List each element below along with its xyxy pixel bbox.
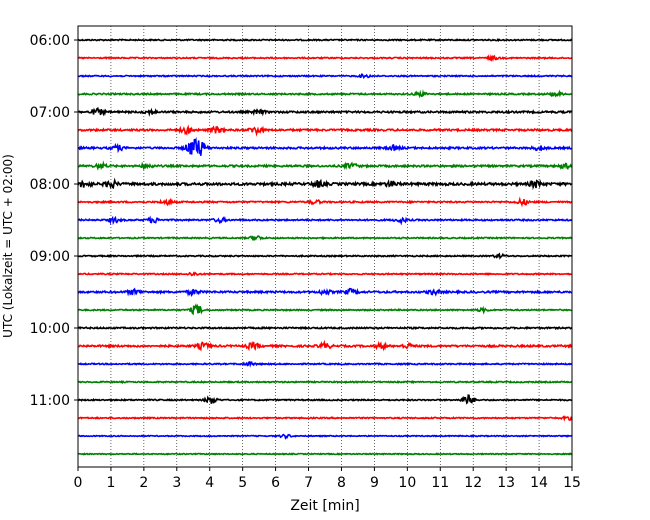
y-tick-label: 08:00 xyxy=(30,177,70,193)
y-tick-label: 07:00 xyxy=(30,105,70,121)
trace-1145 xyxy=(77,452,573,456)
trace-1000 xyxy=(77,325,573,331)
trace-0830 xyxy=(77,215,573,226)
trace-0745 xyxy=(77,160,573,171)
trace-1030 xyxy=(77,360,573,368)
trace-1130 xyxy=(77,433,573,440)
x-tick-label: 8 xyxy=(337,475,346,491)
trace-0930 xyxy=(77,287,573,297)
trace-0845 xyxy=(77,235,573,242)
x-tick-label: 14 xyxy=(530,475,548,491)
x-tick-label: 9 xyxy=(370,475,379,491)
trace-0800 xyxy=(77,177,573,191)
trace-0715 xyxy=(77,124,573,137)
x-tick-label: 11 xyxy=(431,475,449,491)
y-tick-label: 11:00 xyxy=(30,393,70,409)
trace-0600 xyxy=(77,37,573,43)
y-tick-label: 09:00 xyxy=(30,249,70,265)
trace-1045 xyxy=(77,379,573,385)
x-tick-label: 0 xyxy=(74,475,83,491)
trace-0700 xyxy=(77,107,573,118)
x-tick-label: 4 xyxy=(205,475,214,491)
x-tick-label: 6 xyxy=(271,475,280,491)
trace-0645 xyxy=(77,89,573,99)
plot-frame xyxy=(77,25,573,468)
x-tick-label: 1 xyxy=(106,475,115,491)
x-tick-label: 7 xyxy=(304,475,313,491)
y-axis-label: UTC (Lokalzeit = UTC + 02:00) xyxy=(1,154,15,338)
x-axis-label: Zeit [min] xyxy=(290,498,359,514)
trace-0630 xyxy=(77,73,573,80)
trace-1100 xyxy=(77,394,573,405)
x-tick-label: 13 xyxy=(497,475,515,491)
y-axis: 06:00 07:00 08:00 09:00 10:00 11:00 xyxy=(30,33,78,409)
trace-0615 xyxy=(77,53,573,62)
x-tick-label: 12 xyxy=(464,475,482,491)
trace-0900 xyxy=(77,252,573,260)
y-tick-label: 06:00 xyxy=(30,33,70,49)
x-tick-label: 5 xyxy=(238,475,247,491)
x-tick-label: 3 xyxy=(172,475,181,491)
trace-0915 xyxy=(77,271,573,277)
x-tick-label: 2 xyxy=(139,475,148,491)
x-axis: 0 1 2 3 4 5 6 7 8 9 10 11 12 13 14 15 xyxy=(74,467,581,491)
trace-0945 xyxy=(78,303,573,316)
trace-0815 xyxy=(77,196,573,208)
trace-1115 xyxy=(77,415,573,422)
x-tick-label: 10 xyxy=(398,475,416,491)
trace-group xyxy=(77,37,573,456)
x-tick-label: 15 xyxy=(563,475,581,491)
y-tick-label: 10:00 xyxy=(30,321,70,337)
trace-0730 xyxy=(77,136,573,156)
trace-1015 xyxy=(77,339,573,352)
